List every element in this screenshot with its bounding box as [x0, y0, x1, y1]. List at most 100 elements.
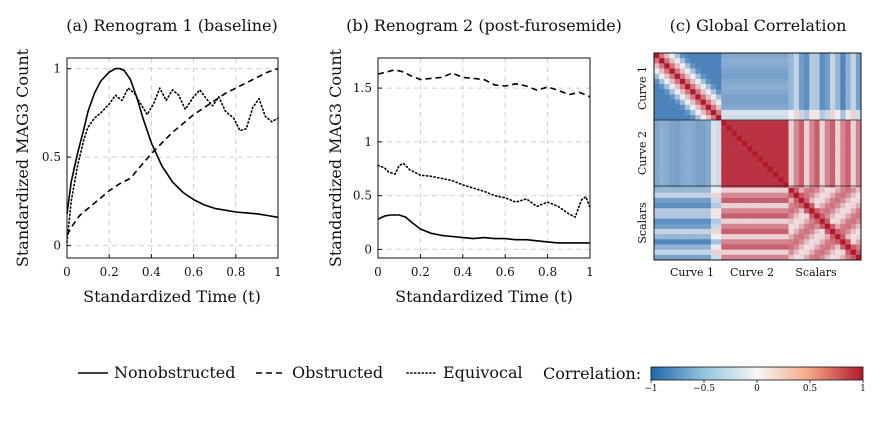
heatmap-cell: [674, 249, 681, 256]
heatmap-cell: [736, 172, 743, 178]
panel-a-x-ticks: 0 0.2 0.4 0.6 0.8 1: [63, 254, 282, 279]
heatmap-cell: [829, 115, 836, 121]
heatmap-cell: [783, 125, 789, 131]
heatmap-cell: [814, 197, 820, 204]
heatmap-cell: [762, 166, 769, 173]
heatmap-cell: [664, 244, 670, 250]
heatmap-cell: [747, 213, 753, 219]
heatmap-cell: [726, 213, 732, 219]
heatmap-cell: [731, 140, 738, 147]
heatmap-cell: [731, 130, 738, 137]
heatmap-cell: [804, 115, 810, 121]
heatmap-cell: [674, 109, 681, 116]
heatmap-cell: [752, 254, 758, 261]
heatmap-cell: [793, 234, 800, 240]
heatmap-cell: [669, 140, 675, 147]
heatmap-cell: [705, 213, 712, 219]
heatmap-cell: [804, 120, 810, 126]
heatmap-cell: [669, 228, 675, 235]
heatmap-cell: [721, 135, 727, 142]
heatmap-cell: [767, 223, 774, 230]
heatmap-cell: [757, 140, 763, 147]
heatmap-cell: [700, 244, 707, 250]
heatmap-cell: [819, 125, 826, 131]
heatmap-cell: [731, 125, 738, 131]
heatmap-cell: [659, 254, 665, 261]
heatmap-cell: [690, 208, 696, 214]
heatmap-cell: [804, 213, 810, 219]
heatmap-cell: [752, 203, 758, 209]
heatmap-cell: [669, 244, 675, 250]
heatmap-cell: [669, 177, 675, 183]
heatmap-cell: [721, 94, 727, 100]
heatmap-cell: [731, 203, 738, 209]
heatmap-cell: [773, 213, 779, 219]
heatmap-cell: [741, 249, 748, 256]
heatmap-cell: [674, 172, 681, 178]
heatmap-cell: [700, 156, 707, 162]
heatmap-cell: [747, 73, 753, 80]
heatmap-cell: [788, 120, 795, 126]
heatmap-cell: [716, 94, 722, 100]
heatmap-cell: [798, 78, 805, 85]
heatmap-cell: [705, 151, 712, 157]
heatmap-cell: [700, 239, 707, 245]
heatmap-cell: [788, 208, 795, 214]
heatmap-cell: [824, 125, 831, 131]
heatmap-cell: [855, 115, 862, 121]
heatmap-cell: [783, 58, 789, 64]
heatmap-cell: [710, 234, 717, 240]
heatmap-cell: [773, 140, 779, 147]
heatmap-cell: [721, 203, 727, 209]
heatmap-cell: [793, 203, 800, 209]
heatmap-cell: [793, 89, 800, 95]
heatmap-cell: [679, 58, 686, 64]
heatmap-cell: [757, 208, 763, 214]
heatmap-cell: [731, 135, 738, 142]
heatmap-cell: [710, 254, 717, 261]
heatmap-cell: [762, 228, 769, 235]
heatmap-cell: [685, 203, 691, 209]
heatmap-cell: [855, 244, 862, 250]
heatmap-cell: [736, 213, 743, 219]
heatmap-cell: [664, 208, 670, 214]
heatmap-cell: [845, 249, 851, 256]
heatmap-cell: [814, 89, 820, 95]
heatmap-cell: [710, 239, 717, 245]
heatmap-cell: [674, 104, 681, 111]
heatmap-cell: [829, 130, 836, 137]
heatmap-cell: [669, 213, 675, 219]
heatmap-cell: [835, 104, 841, 111]
heatmap-cell: [654, 84, 660, 90]
heatmap-cell: [798, 53, 805, 59]
heatmap-cell: [835, 140, 841, 147]
heatmap-cell: [690, 63, 696, 69]
heatmap-cell: [752, 187, 758, 194]
heatmap-cell: [767, 151, 774, 157]
heatmap-cell: [654, 109, 660, 116]
heatmap-cell: [829, 244, 836, 250]
heatmap-cell: [840, 192, 846, 199]
heatmap-cell: [845, 94, 851, 100]
heatmap-cell: [700, 166, 707, 173]
heatmap-cell: [731, 239, 738, 245]
heatmap-cell: [757, 187, 763, 194]
heatmap-cell: [659, 151, 665, 157]
x-tick-label: 0.4: [453, 265, 472, 279]
heatmap-cell: [788, 187, 795, 194]
heatmap-cell: [798, 125, 805, 131]
heatmap-cell: [731, 73, 738, 80]
heatmap-cell: [700, 254, 707, 261]
heatmap-cell: [716, 109, 722, 116]
heatmap-cell: [664, 197, 670, 204]
heatmap-cell: [664, 109, 670, 116]
heatmap-cell: [829, 99, 836, 106]
heatmap-cell: [814, 68, 820, 74]
heatmap-cell: [731, 161, 738, 168]
heatmap-cell: [747, 228, 753, 235]
heatmap-cell: [716, 192, 722, 199]
heatmap-cell: [700, 63, 707, 69]
heatmap-cell: [767, 99, 774, 106]
heatmap-cell: [700, 213, 707, 219]
heatmap-cell: [814, 234, 820, 240]
